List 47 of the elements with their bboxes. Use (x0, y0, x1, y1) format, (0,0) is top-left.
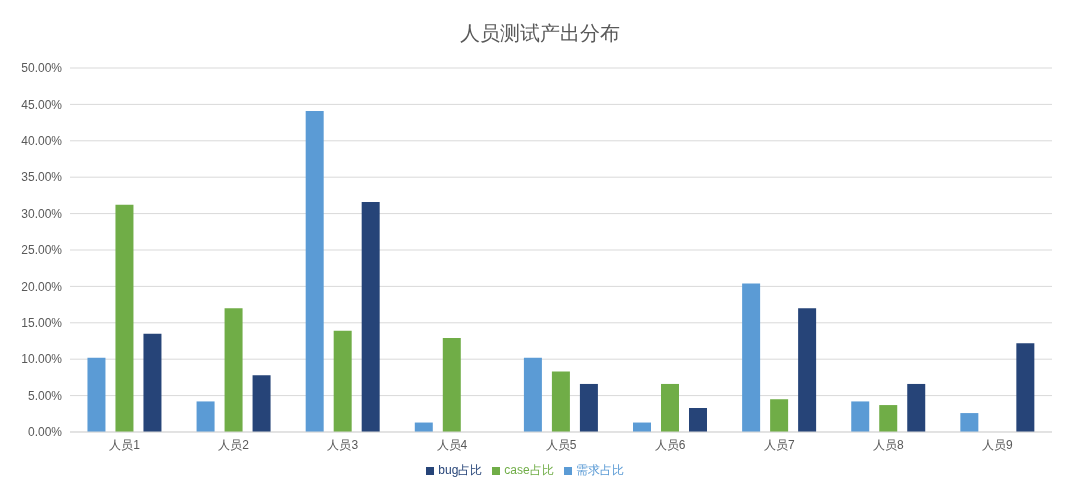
x-tick-label: 人员1 (109, 437, 141, 452)
bar (661, 383, 680, 432)
x-tick-label: 人员7 (763, 437, 795, 452)
bar (87, 357, 106, 432)
bar (224, 308, 243, 432)
bar (333, 330, 352, 432)
y-tick-label: 15.00% (21, 316, 63, 331)
bar (879, 405, 898, 432)
y-tick-label: 45.00% (21, 97, 63, 112)
bar (551, 371, 570, 432)
y-tick-label: 50.00% (21, 61, 63, 76)
y-tick-label: 10.00% (21, 352, 63, 367)
legend-label: case占比 (504, 463, 554, 477)
bar (442, 338, 461, 432)
x-tick-label: 人员3 (327, 437, 359, 452)
bar (770, 399, 789, 432)
bar (143, 333, 162, 432)
bar (851, 401, 870, 432)
y-tick-label: 0.00% (27, 425, 63, 440)
x-tick-label: 人员8 (872, 437, 904, 452)
y-tick-label: 5.00% (27, 388, 63, 403)
bar (742, 283, 761, 432)
x-tick-label: 人员5 (545, 437, 577, 452)
bar (798, 308, 817, 432)
y-tick-label: 40.00% (21, 134, 63, 149)
x-tick-label: 人员2 (218, 437, 250, 452)
legend-label: 需求占比 (575, 463, 624, 477)
bar (579, 383, 598, 432)
legend-label: bug占比 (438, 463, 483, 477)
bar (689, 407, 708, 432)
y-tick-label: 25.00% (21, 243, 63, 258)
bar (252, 375, 271, 432)
bar (907, 383, 926, 432)
bar (1016, 343, 1035, 432)
x-tick-label: 人员6 (654, 437, 686, 452)
y-tick-label: 30.00% (21, 206, 63, 221)
x-tick-label: 人员9 (982, 437, 1014, 452)
bar (115, 204, 134, 432)
bar (960, 413, 979, 432)
chart-title: 人员测试产出分布 (459, 21, 621, 46)
x-tick-label: 人员4 (436, 437, 468, 452)
bar (361, 201, 380, 432)
y-tick-label: 35.00% (21, 170, 63, 185)
bar (305, 110, 324, 432)
bar (196, 401, 215, 432)
y-tick-label: 20.00% (21, 279, 63, 294)
bar (523, 357, 542, 432)
